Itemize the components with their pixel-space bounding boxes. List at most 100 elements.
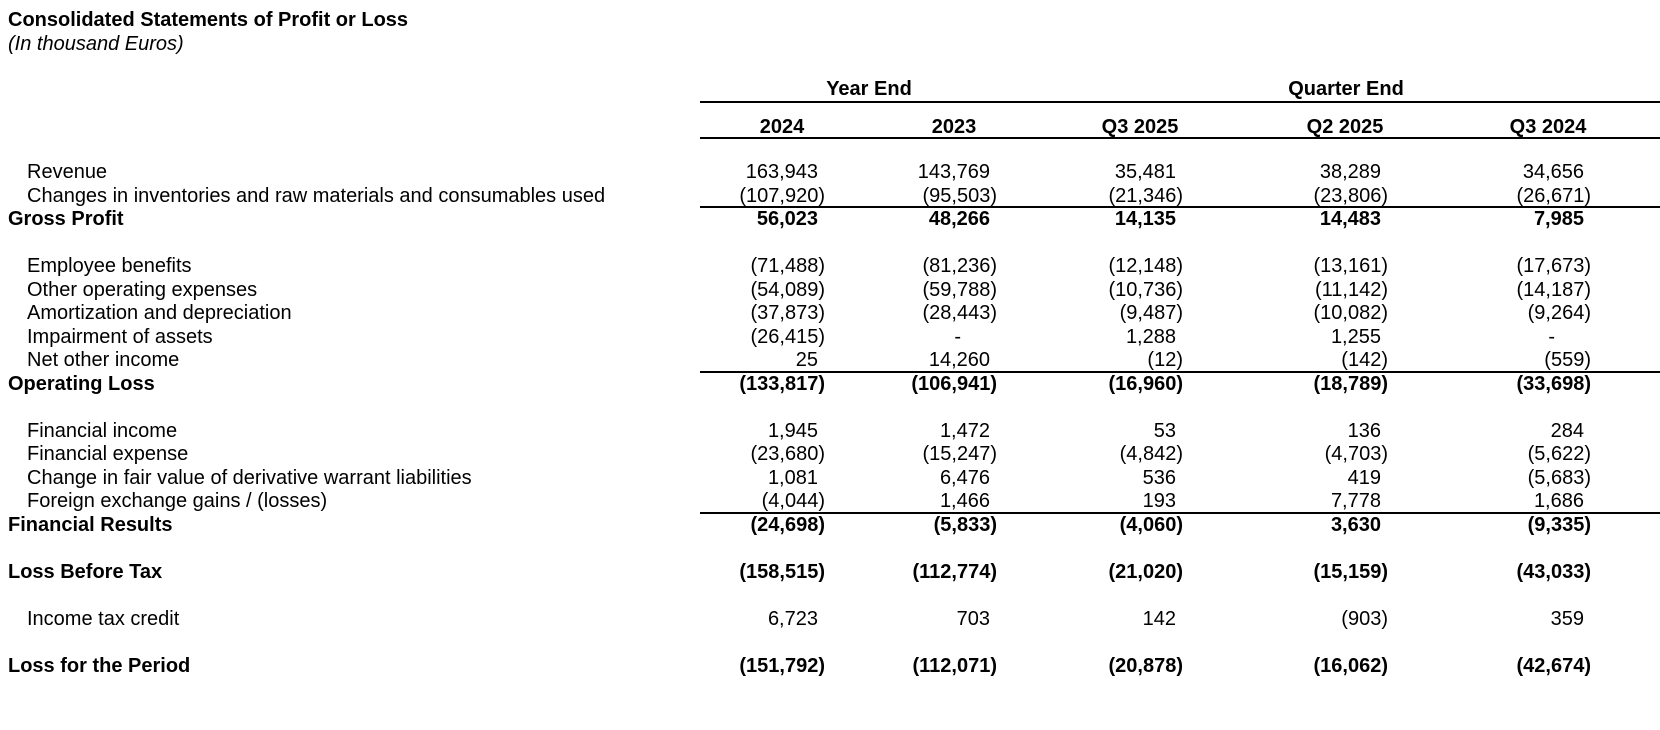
value-cell: (158,515) [739,560,825,583]
value-cell: 48,266 [928,208,990,230]
value-cell: (151,792) [739,654,825,677]
value-cell: 1,081 [767,466,818,489]
table-row: Amortization and depreciation (37,873) (28… [0,302,1660,326]
right-margin-spacer [1591,490,1660,514]
value-cell: (26,671) [1516,184,1592,207]
row-label: Other operating expenses [27,278,258,301]
spacer-row [0,396,1660,420]
value-cell: 6,723 [767,607,818,630]
value-cell: (21,346) [1108,184,1184,207]
value-cell: 14,483 [1319,208,1381,230]
value-cell: (71,488) [750,255,826,277]
value-cell: (9,335) [1527,513,1591,536]
column-header: Q2 2025 [1183,103,1388,139]
right-margin-spacer [1591,302,1660,326]
row-label: Loss for the Period [8,654,191,677]
value-cell: (5,833) [933,513,997,536]
table-row: Financial expense (23,680) (15,247) (4,842)… [0,443,1660,467]
value-cell: (16,062) [1313,654,1389,677]
value-cell: 53 [1153,419,1176,442]
value-cell: 3,630 [1330,513,1381,536]
spacer-row [0,584,1660,608]
column-header: 2024 [700,103,825,139]
right-margin-spacer [1591,467,1660,491]
row-label-spacer [0,103,700,139]
table-row: Income tax credit 6,723 703 142 (903) 359 [0,608,1660,632]
value-cell: (59,788) [922,278,998,301]
value-cell: 14,135 [1114,208,1176,230]
page-subtitle: (In thousand Euros) [8,33,184,55]
table-row: Financial Results (24,698) (5,833) (4,060) 3… [0,514,1660,538]
value-cell: (81,236) [922,255,998,277]
row-label: Net other income [27,349,180,371]
value-cell: (42,674) [1516,654,1592,677]
value-cell: 7,985 [1533,208,1584,230]
row-label: Changes in inventories and raw materials… [27,184,606,207]
value-cell: 1,255 [1330,325,1381,348]
value-cell: (5,622) [1527,443,1591,465]
column-group-row: Year End Quarter End [0,78,1660,103]
value-cell: (15,247) [922,443,998,465]
right-margin-spacer [1591,326,1660,350]
table-row: Other operating expenses (54,089) (59,788)… [0,279,1660,303]
value-cell: (112,071) [912,654,997,677]
table-row: Gross Profit 56,023 48,266 14,135 14,483 7,98… [0,208,1660,232]
right-margin-spacer [1591,443,1660,467]
value-cell: 163,943 [745,161,818,183]
value-cell: (14,187) [1516,278,1592,301]
value-cell: (20,878) [1108,654,1184,677]
value-cell: (12) [1147,349,1183,371]
rule-line [700,206,1660,208]
value-cell: (18,789) [1313,372,1389,395]
value-cell: 284 [1550,419,1584,442]
spacer-row [0,537,1660,561]
row-label: Income tax credit [27,607,180,630]
value-cell: 1,472 [939,419,990,442]
value-cell: (43,033) [1516,560,1592,583]
value-cell: 35,481 [1114,161,1176,183]
value-cell: (95,503) [922,184,998,207]
value-cell: 143,769 [917,161,990,183]
column-header: Q3 2024 [1388,103,1591,139]
value-cell: (9,487) [1119,302,1183,324]
right-margin-spacer [1591,185,1660,209]
value-cell: (11,142) [1314,278,1388,301]
value-cell: (23,680) [750,443,826,465]
value-cell: 536 [1142,466,1176,489]
table-row: Financial income 1,945 1,472 53 136 284 [0,420,1660,444]
spacer-row [0,232,1660,256]
row-label: Amortization and depreciation [27,302,292,324]
value-cell: (4,044) [761,490,825,512]
value-cell: 6,476 [939,466,990,489]
value-cell: (903) [1341,607,1388,630]
value-cell: (37,873) [750,302,826,324]
value-cell: (9,264) [1527,302,1591,324]
value-cell: (28,443) [922,302,998,324]
row-label: Operating Loss [8,372,155,395]
value-cell: (559) [1544,349,1591,371]
row-label: Financial income [27,419,178,442]
value-cell: (12,148) [1108,255,1184,277]
value-cell: - [1548,325,1555,348]
column-group-header: Quarter End [1288,78,1404,100]
value-cell: (13,161) [1313,255,1389,277]
column-header-label: 2023 [931,115,977,138]
value-cell: (10,736) [1108,278,1184,301]
value-cell: (33,698) [1516,372,1592,395]
rule-line [700,370,1660,373]
column-header: Q3 2025 [997,103,1183,139]
right-margin-spacer [1591,561,1660,585]
rule-line [700,137,1660,139]
row-label: Employee benefits [27,255,192,277]
value-cell: 14,260 [928,349,990,371]
right-margin-spacer [1591,655,1660,679]
value-cell: (21,020) [1108,560,1184,583]
value-cell: 193 [1142,490,1176,512]
row-label: Foreign exchange gains / (losses) [27,490,328,512]
table-row: Foreign exchange gains / (losses) (4,044)… [0,490,1660,514]
row-label: Gross Profit [8,208,124,230]
value-cell: (15,159) [1313,560,1389,583]
value-cell: (112,774) [912,560,997,583]
value-cell: (10,082) [1313,302,1389,324]
table-row: Employee benefits (71,488) (81,236) (12,148… [0,255,1660,279]
